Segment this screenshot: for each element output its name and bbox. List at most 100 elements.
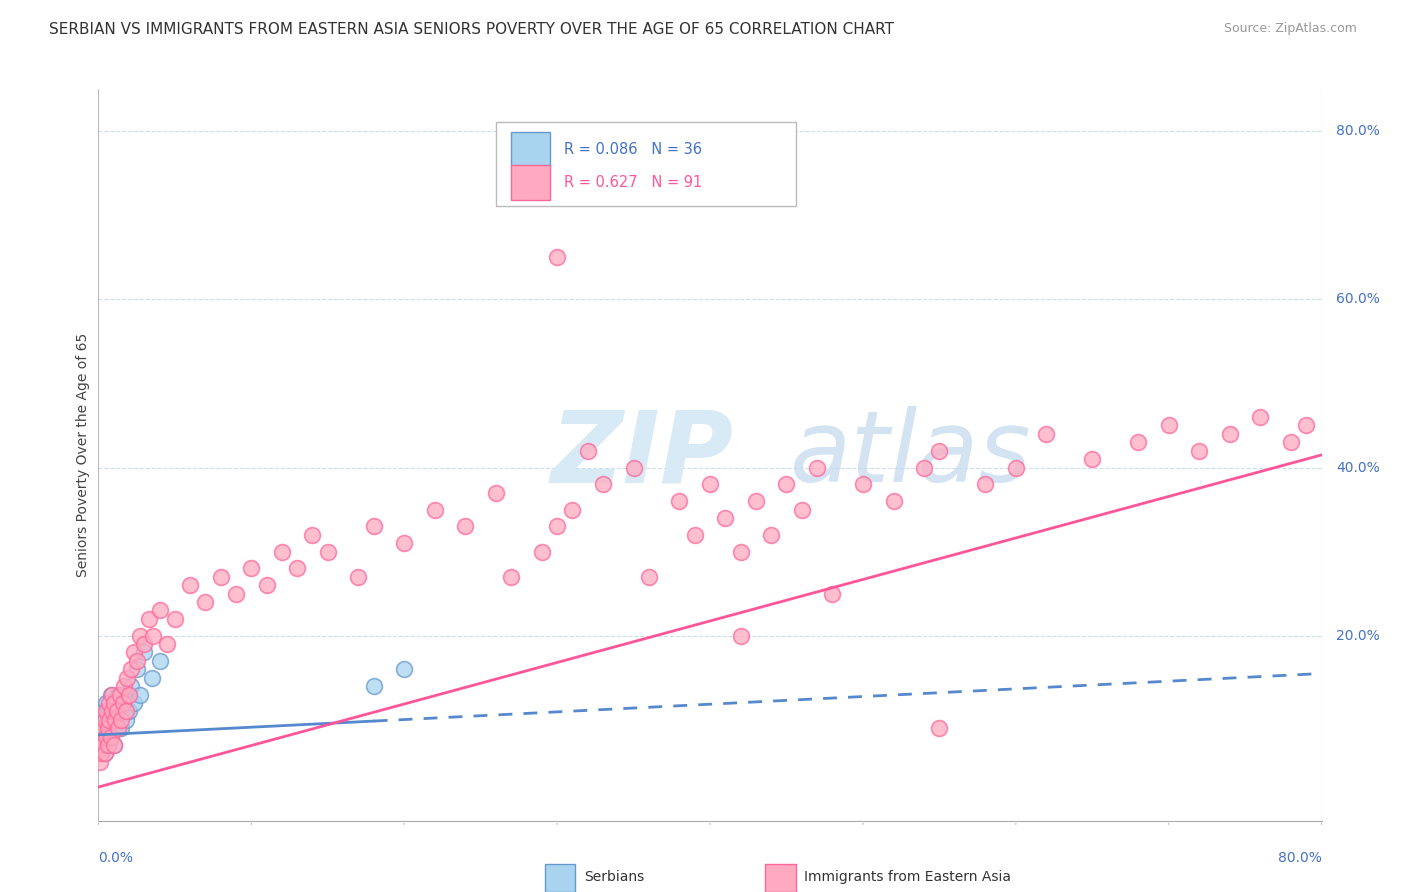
Point: [97, 738, 120, 752]
Point: [485, 485, 508, 500]
Point: [101, 721, 124, 735]
Point: [111, 696, 134, 710]
Point: [122, 645, 145, 659]
Point: [392, 536, 416, 550]
Point: [125, 654, 148, 668]
Point: [974, 477, 997, 491]
Point: [89, 755, 111, 769]
Point: [623, 460, 645, 475]
Point: [97, 713, 120, 727]
Point: [501, 570, 523, 584]
Point: [97, 721, 120, 735]
Point: [98, 704, 121, 718]
Point: [120, 679, 142, 693]
Point: [668, 494, 690, 508]
Point: [912, 460, 935, 475]
Point: [94, 721, 117, 735]
Text: 20.0%: 20.0%: [1336, 629, 1381, 642]
Point: [105, 704, 128, 718]
Point: [122, 696, 145, 710]
Point: [115, 713, 138, 727]
Text: ZIP: ZIP: [551, 407, 734, 503]
Point: [546, 519, 568, 533]
Point: [256, 578, 278, 592]
Point: [117, 671, 139, 685]
Point: [128, 629, 150, 643]
Text: R = 0.627   N = 91: R = 0.627 N = 91: [564, 175, 703, 190]
Point: [118, 704, 141, 718]
Point: [117, 688, 139, 702]
Point: [94, 730, 117, 744]
Text: Serbians: Serbians: [583, 870, 644, 884]
Point: [730, 629, 752, 643]
Point: [363, 519, 385, 533]
Point: [142, 629, 165, 643]
Point: [90, 747, 112, 761]
Point: [134, 637, 156, 651]
Point: [91, 704, 114, 718]
Point: [90, 721, 112, 735]
Point: [316, 544, 339, 558]
Point: [98, 696, 121, 710]
Point: [149, 654, 172, 668]
Point: [138, 612, 160, 626]
Point: [97, 738, 120, 752]
Point: [107, 721, 129, 735]
Text: atlas: atlas: [790, 407, 1031, 503]
Point: [1157, 418, 1180, 433]
Point: [163, 612, 186, 626]
Point: [730, 544, 752, 558]
Point: [100, 688, 122, 702]
Point: [1035, 426, 1057, 441]
Point: [1219, 426, 1241, 441]
Point: [1279, 435, 1302, 450]
Point: [699, 477, 721, 491]
Point: [561, 502, 583, 516]
Point: [928, 443, 950, 458]
Point: [285, 561, 308, 575]
Text: Source: ZipAtlas.com: Source: ZipAtlas.com: [1223, 22, 1357, 36]
Point: [105, 704, 128, 718]
Bar: [546, 863, 575, 892]
Point: [1249, 410, 1271, 425]
Point: [125, 662, 148, 676]
Point: [1081, 452, 1104, 467]
Point: [100, 730, 122, 744]
Point: [1128, 435, 1150, 450]
Point: [821, 587, 844, 601]
Point: [363, 679, 385, 693]
Point: [156, 637, 179, 651]
Point: [101, 704, 124, 718]
Text: Immigrants from Eastern Asia: Immigrants from Eastern Asia: [804, 870, 1011, 884]
Point: [149, 603, 172, 617]
Point: [806, 460, 828, 475]
Point: [103, 696, 125, 710]
FancyBboxPatch shape: [496, 122, 796, 206]
Point: [347, 570, 370, 584]
Point: [91, 730, 114, 744]
Point: [745, 494, 768, 508]
Point: [98, 713, 121, 727]
Point: [100, 730, 122, 744]
Point: [546, 251, 568, 265]
Point: [93, 747, 115, 761]
Y-axis label: Seniors Poverty Over the Age of 65: Seniors Poverty Over the Age of 65: [76, 333, 90, 577]
Point: [883, 494, 905, 508]
Point: [775, 477, 797, 491]
Point: [209, 570, 232, 584]
Point: [225, 587, 247, 601]
Point: [108, 688, 131, 702]
Point: [592, 477, 614, 491]
Point: [120, 662, 142, 676]
Point: [637, 570, 661, 584]
Point: [759, 528, 782, 542]
Point: [105, 721, 128, 735]
Point: [101, 688, 124, 702]
Point: [112, 679, 135, 693]
Point: [104, 713, 127, 727]
Point: [108, 713, 131, 727]
Text: 40.0%: 40.0%: [1336, 460, 1381, 475]
Text: 0.0%: 0.0%: [98, 851, 134, 865]
Point: [683, 528, 706, 542]
Point: [423, 502, 446, 516]
